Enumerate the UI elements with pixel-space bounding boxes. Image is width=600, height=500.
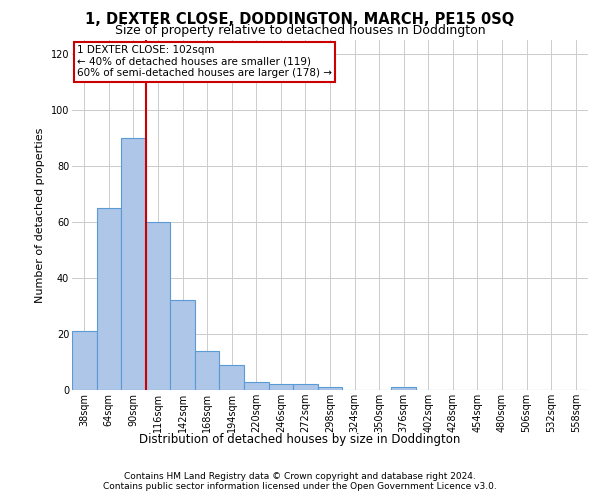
Y-axis label: Number of detached properties: Number of detached properties	[35, 128, 45, 302]
Bar	[97, 208, 121, 390]
Text: 1 DEXTER CLOSE: 102sqm
← 40% of detached houses are smaller (119)
60% of semi-de: 1 DEXTER CLOSE: 102sqm ← 40% of detached…	[77, 46, 332, 78]
Bar	[391, 387, 416, 390]
Bar	[170, 300, 195, 390]
Bar	[244, 382, 269, 390]
Text: Size of property relative to detached houses in Doddington: Size of property relative to detached ho…	[115, 24, 485, 37]
Bar	[318, 387, 342, 390]
Bar	[195, 351, 220, 390]
Text: Contains public sector information licensed under the Open Government Licence v3: Contains public sector information licen…	[103, 482, 497, 491]
Text: Distribution of detached houses by size in Doddington: Distribution of detached houses by size …	[139, 432, 461, 446]
Bar	[121, 138, 146, 390]
Bar	[146, 222, 170, 390]
Bar	[72, 331, 97, 390]
Text: Contains HM Land Registry data © Crown copyright and database right 2024.: Contains HM Land Registry data © Crown c…	[124, 472, 476, 481]
Text: 1, DEXTER CLOSE, DODDINGTON, MARCH, PE15 0SQ: 1, DEXTER CLOSE, DODDINGTON, MARCH, PE15…	[85, 12, 515, 26]
Bar	[220, 365, 244, 390]
Bar	[269, 384, 293, 390]
Bar	[293, 384, 318, 390]
